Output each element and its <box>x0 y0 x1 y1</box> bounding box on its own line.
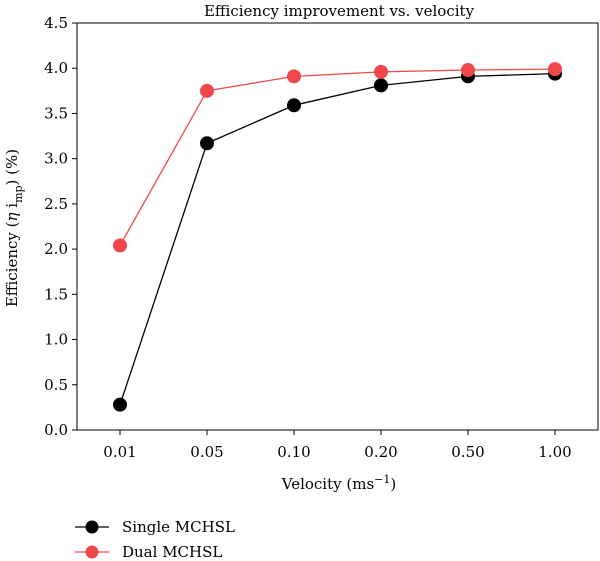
legend: Single MCHSL Dual MCHSL <box>75 518 235 561</box>
y-tick-label: 2.0 <box>44 240 68 258</box>
chart-title: Efficiency improvement vs. velocity <box>204 2 475 20</box>
y-tick-label: 1.5 <box>44 285 68 303</box>
x-axis-title: Velocity (ms−1) <box>281 473 396 493</box>
y-tick-label: 2.5 <box>44 195 68 213</box>
data-point-dual-mchsl <box>461 63 475 78</box>
y-tick-label: 4.5 <box>44 14 68 32</box>
plot-frame <box>76 22 599 431</box>
x-tick-label: 0.50 <box>451 443 484 461</box>
y-tick-label: 4.0 <box>44 59 68 77</box>
x-tick-label: 0.10 <box>277 443 310 461</box>
legend-marker-single-mchsl <box>85 520 99 534</box>
y-tick-label: 0.0 <box>44 421 68 439</box>
data-point-single-mchsl <box>200 136 214 151</box>
x-tick-label: 0.20 <box>364 443 397 461</box>
y-tick-label: 3.0 <box>44 150 68 168</box>
data-point-dual-mchsl <box>548 62 562 77</box>
x-tick-label: 0.01 <box>103 443 136 461</box>
data-point-dual-mchsl <box>374 64 388 79</box>
data-point-single-mchsl <box>287 98 301 113</box>
legend-marker-dual-mchsl <box>85 545 99 559</box>
series-line-single-mchsl <box>119 72 556 405</box>
y-tick-label: 3.5 <box>44 104 68 122</box>
y-axis: 0.0 0.5 1.0 1.5 2.0 2.5 3.0 3.5 4.0 4.5 <box>44 14 77 439</box>
x-axis: 0.01 0.05 0.10 0.20 0.50 1.00 <box>103 430 572 461</box>
y-axis-title: Efficiency (η imp) (%) <box>3 149 25 307</box>
data-point-dual-mchsl <box>113 238 127 253</box>
x-tick-label: 1.00 <box>538 443 571 461</box>
data-point-single-mchsl <box>113 397 127 412</box>
data-point-single-mchsl <box>374 78 388 93</box>
series-line-dual-mchsl <box>119 68 556 246</box>
legend-label-single-mchsl: Single MCHSL <box>122 518 235 536</box>
data-point-dual-mchsl <box>287 69 301 84</box>
data-point-dual-mchsl <box>200 83 214 98</box>
series-layer <box>113 62 562 412</box>
y-tick-label: 0.5 <box>44 376 68 394</box>
legend-label-dual-mchsl: Dual MCHSL <box>122 543 222 561</box>
x-tick-label: 0.05 <box>190 443 223 461</box>
y-tick-label: 1.0 <box>44 331 68 349</box>
